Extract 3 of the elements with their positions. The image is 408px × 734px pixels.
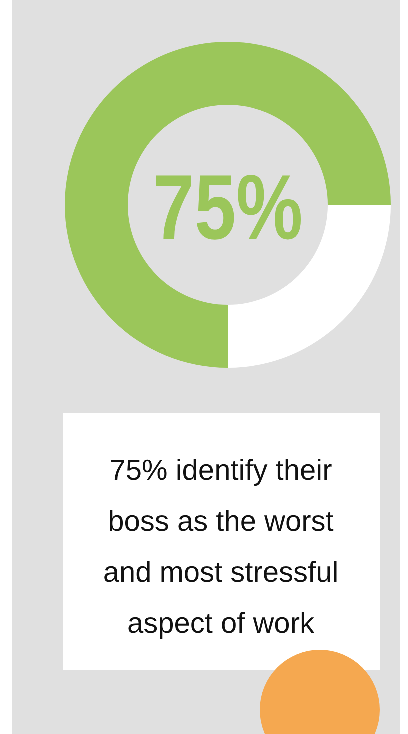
text: 75%: [153, 157, 338, 259]
donut-slice: [65, 42, 391, 368]
text: 75% identify their boss as the worst and most stressful aspect of work: [103, 455, 339, 640]
